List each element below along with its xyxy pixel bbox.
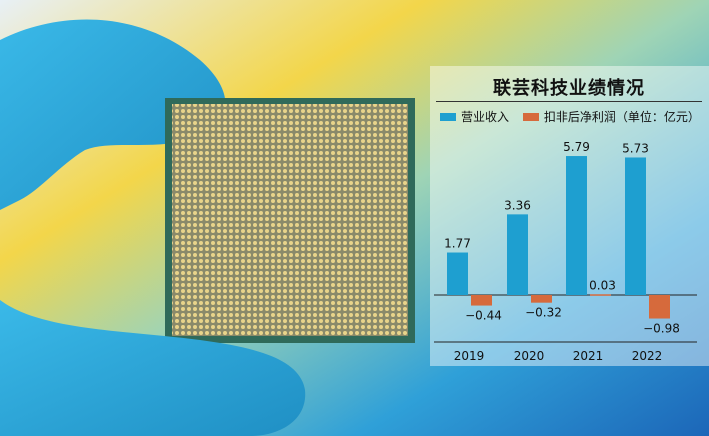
data-label-net-profit-2022: −0.98: [643, 322, 680, 336]
data-label-net-profit-2019: −0.44: [465, 309, 502, 323]
glove-fingers: [0, 300, 306, 436]
legend-swatch-net-profit: [522, 112, 539, 121]
bar-revenue-2022: [625, 157, 646, 295]
data-label-revenue-2022: 5.73: [622, 141, 649, 155]
data-label-net-profit-2020: −0.32: [525, 306, 562, 320]
legend-label-net-profit: 扣非后净利润（单位：亿元）: [543, 110, 700, 124]
x-tick-label-2022: 2022: [632, 349, 663, 363]
legend-swatch-revenue: [440, 112, 456, 121]
legend-item-revenue: 营业收入: [440, 108, 509, 125]
bar-revenue-2019: [447, 252, 468, 295]
bar-net-profit-2022: [649, 295, 670, 319]
x-tick-label-2019: 2019: [454, 349, 485, 363]
title-divider: [436, 101, 702, 102]
x-tick-label-2021: 2021: [573, 349, 604, 363]
data-label-revenue-2021: 5.79: [563, 140, 590, 154]
legend-label-revenue: 营业收入: [461, 110, 510, 124]
legend: 营业收入 扣非后净利润（单位：亿元）: [440, 108, 709, 125]
chip-pins: [172, 104, 408, 336]
bar-net-profit-2020: [531, 295, 552, 303]
bar-revenue-2021: [566, 156, 587, 295]
data-label-revenue-2020: 3.36: [504, 198, 531, 212]
glove-thumb: [0, 19, 226, 211]
bar-revenue-2020: [507, 214, 528, 295]
legend-item-net-profit: 扣非后净利润（单位：亿元）: [522, 108, 700, 125]
data-label-net-profit-2021: 0.03: [589, 278, 616, 292]
bar-net-profit-2021: [590, 294, 611, 296]
x-tick-label-2020: 2020: [514, 349, 545, 363]
data-label-revenue-2019: 1.77: [444, 237, 471, 251]
chart-title: 联芸科技业绩情况: [493, 78, 645, 99]
bar-net-profit-2019: [471, 295, 492, 306]
